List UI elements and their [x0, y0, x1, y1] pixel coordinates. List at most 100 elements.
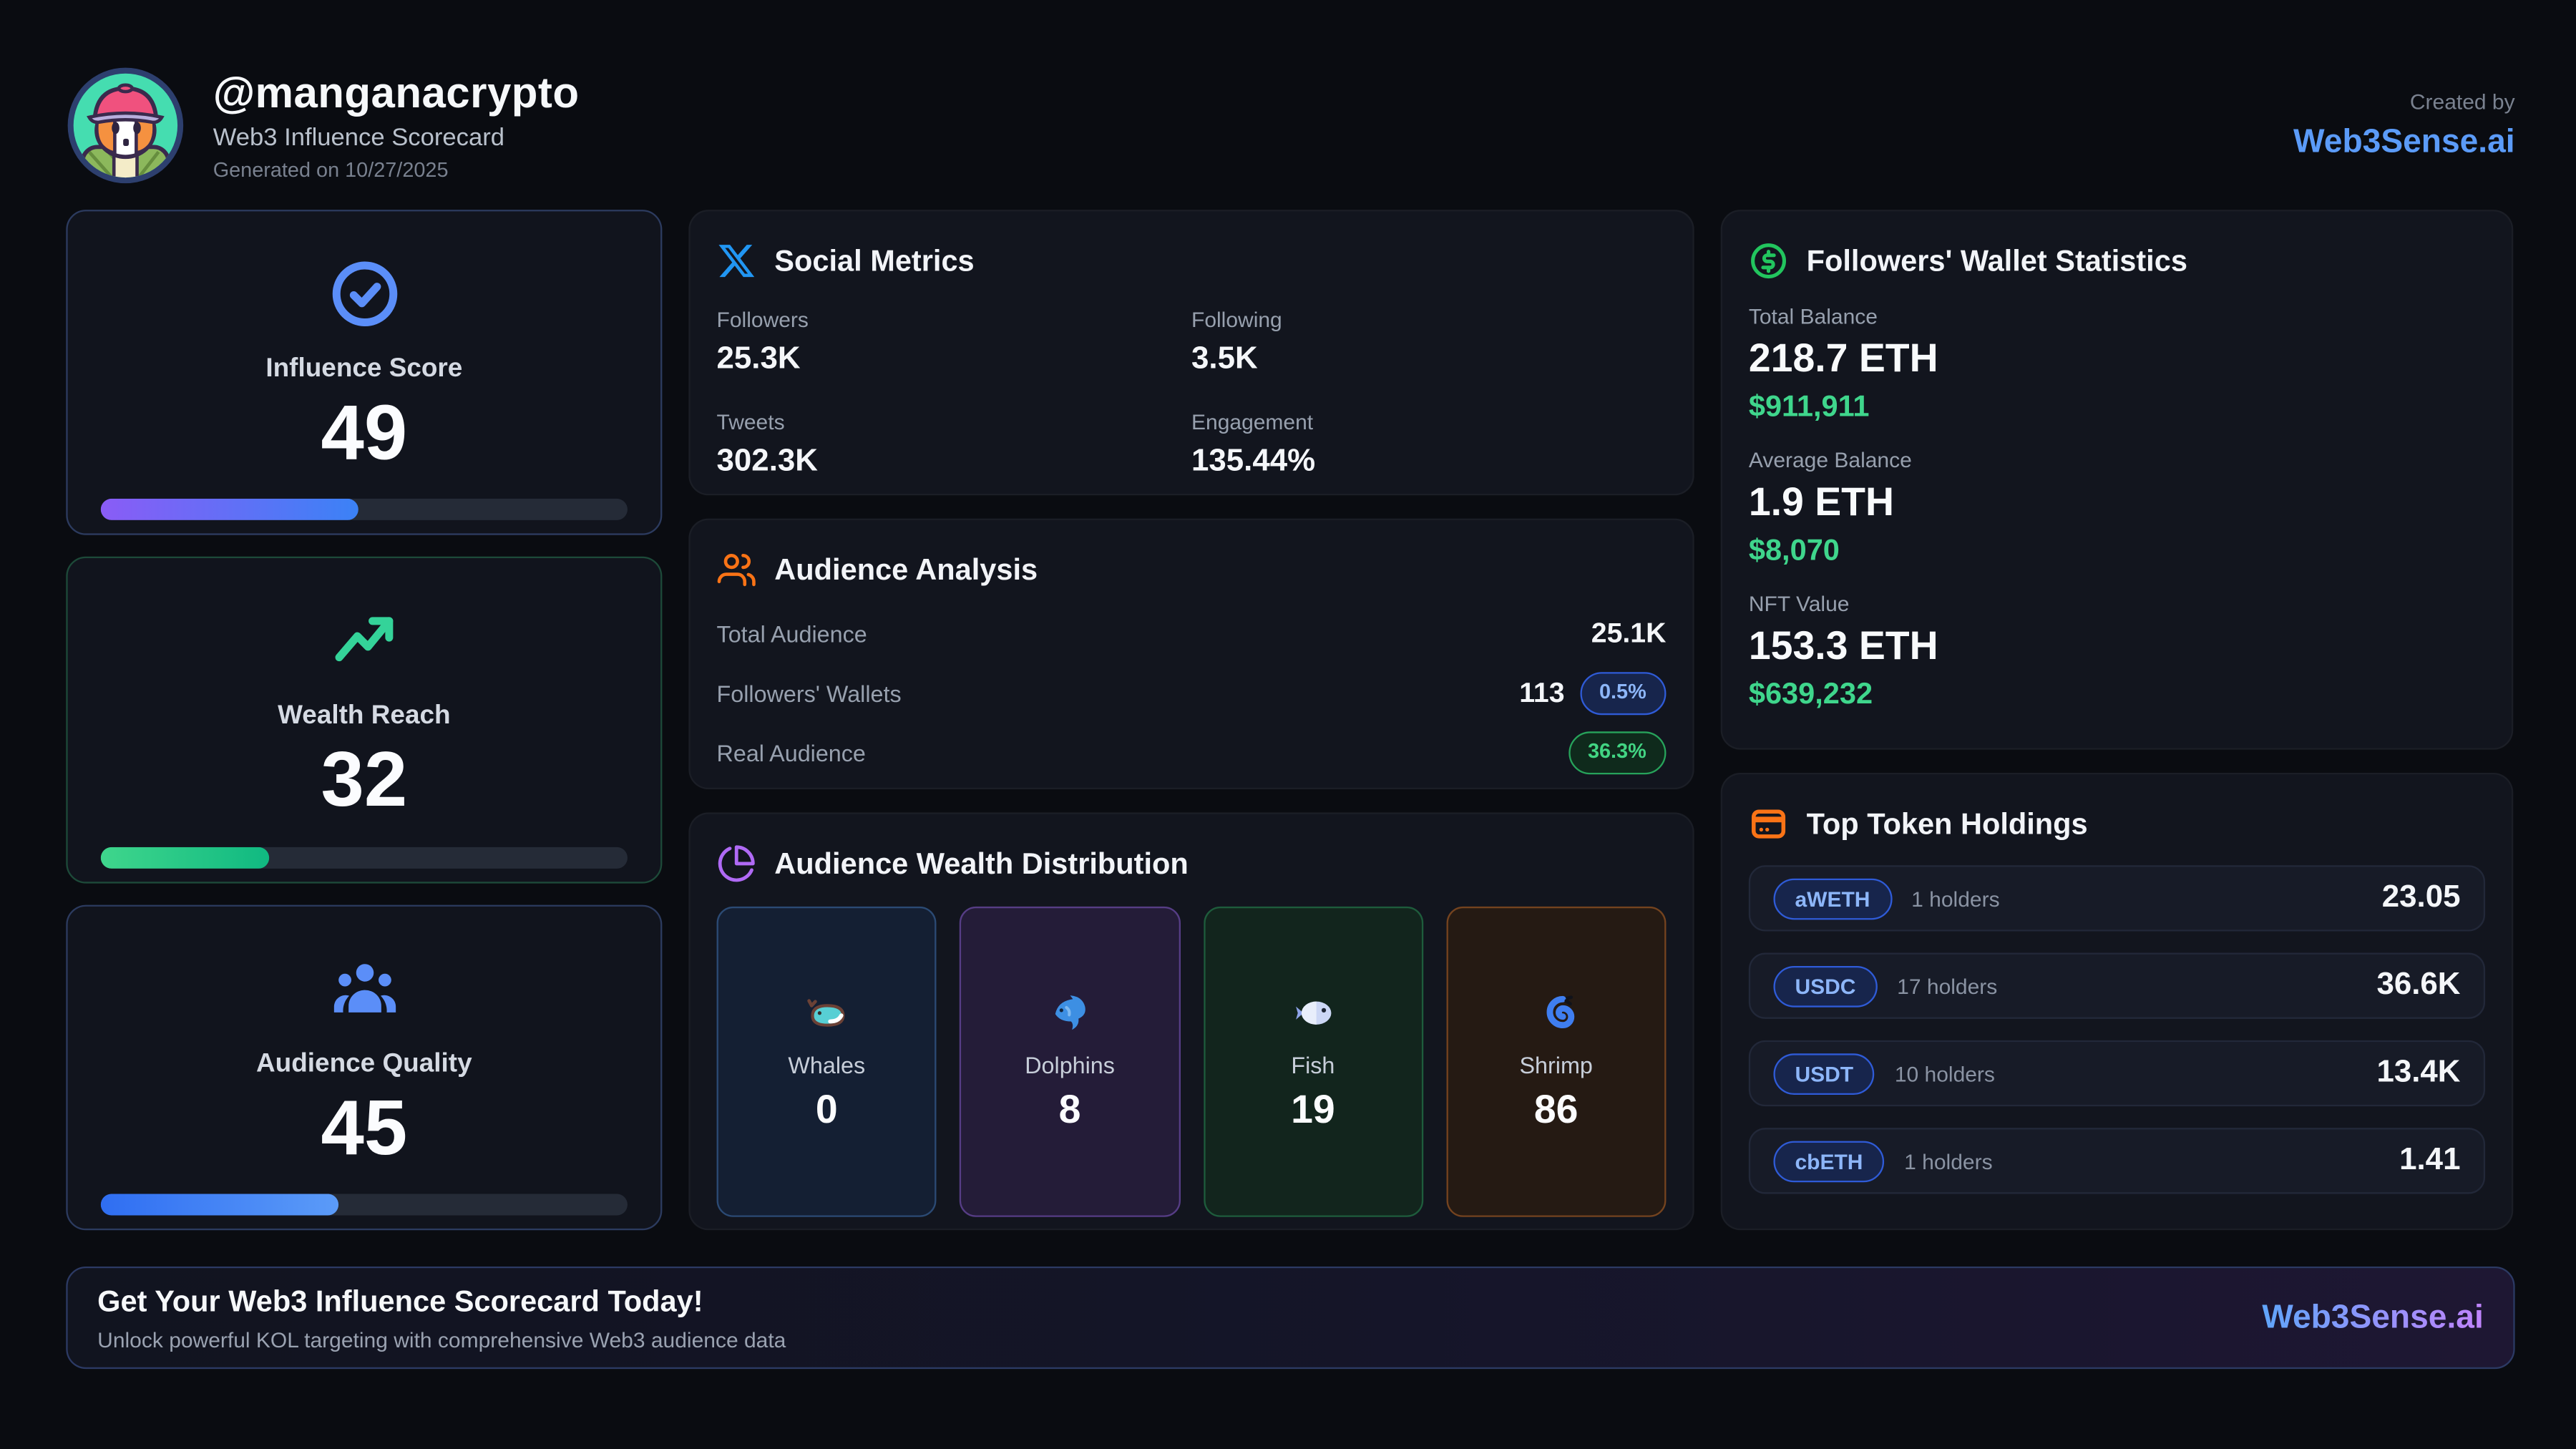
token-row: USDC 17 holders 36.6K [1748, 952, 2486, 1019]
panel-title: Audience Wealth Distribution [774, 846, 1189, 879]
social-metrics-panel: Social Metrics Followers 25.3K Following… [688, 210, 1694, 496]
token-holders: 1 holders [1911, 886, 2000, 911]
footer-brand-link[interactable]: Web3Sense.ai [2262, 1299, 2484, 1337]
score-value: 45 [321, 1083, 408, 1171]
stat-eth-value: 1.9 ETH [1748, 480, 1894, 525]
metric: Engagement 135.44% [1191, 409, 1666, 480]
dolphins-tile: Dolphins 8 [960, 906, 1180, 1217]
panel-title-row: Top Token Holdings [1749, 804, 2485, 844]
token-holders: 17 holders [1897, 973, 1998, 998]
token-symbol-badge: cbETH [1773, 1140, 1885, 1182]
metric-label: Tweets [716, 409, 785, 434]
audience-row: Followers' Wallets 113 0.5% [717, 665, 1667, 721]
progress-fill [100, 499, 359, 521]
main-grid: Influence Score 49 Wealth Reach 32 [66, 210, 2514, 1231]
panel-title: Audience Analysis [774, 552, 1038, 586]
middle-column: Social Metrics Followers 25.3K Following… [688, 210, 1694, 1231]
metric-value: 3.5K [1191, 341, 1258, 377]
created-by-label: Created by [2409, 89, 2515, 114]
header-title-block: @manganacrypto Web3 Influence Scorecard … [213, 70, 580, 181]
stat-label: NFT Value [1748, 591, 1850, 616]
influence-score-card: Influence Score 49 [66, 210, 663, 536]
audience-row: Real Audience 36.3% [717, 725, 1667, 781]
people-group-icon [717, 554, 756, 587]
percentage-badge: 0.5% [1579, 672, 1667, 715]
metric-label: Following [1191, 307, 1282, 332]
stat-label: Total Balance [1748, 303, 1878, 329]
metric-label: Followers [716, 307, 809, 332]
tile-value: 0 [815, 1087, 838, 1132]
header: @manganacrypto Web3 Influence Scorecard … [66, 66, 2515, 185]
score-value: 49 [321, 388, 408, 476]
right-column: Followers' Wallet Statistics Total Balan… [1720, 210, 2514, 1231]
progress-track [100, 499, 628, 521]
stat-usd-value: $639,232 [1748, 677, 1873, 711]
panel-title-row: Social Metrics [717, 241, 1667, 280]
brand-link[interactable]: Web3Sense.ai [2293, 124, 2515, 160]
stat-eth-value: 153.3 ETH [1748, 624, 1938, 669]
score-column: Influence Score 49 Wealth Reach 32 [66, 210, 663, 1231]
progress-fill [100, 1194, 338, 1216]
panel-title: Top Token Holdings [1806, 806, 2088, 840]
progress-track [100, 847, 628, 869]
token-symbol-badge: USDT [1773, 1053, 1875, 1094]
created-by-block: Created by Web3Sense.ai [2293, 89, 2515, 162]
token-amount: 1.41 [2399, 1142, 2461, 1178]
score-label: Influence Score [265, 355, 463, 384]
whales-tile: Whales 0 [716, 906, 937, 1217]
user-handle: @manganacrypto [213, 67, 580, 117]
token-holders: 1 holders [1904, 1148, 1993, 1174]
score-value: 32 [321, 735, 408, 823]
tile-label: Shrimp [1519, 1050, 1593, 1078]
panel-title-row: Audience Wealth Distribution [717, 844, 1667, 883]
avatar [67, 67, 184, 184]
stat-label: Average Balance [1748, 447, 1912, 472]
generated-date: Generated on 10/27/2025 [213, 157, 449, 181]
metric-label: Engagement [1191, 409, 1314, 434]
progress-track [100, 1194, 628, 1216]
tile-value: 8 [1058, 1087, 1081, 1132]
check-circle-icon [331, 261, 397, 327]
row-label: Followers' Wallets [716, 680, 902, 707]
footer-banner: Get Your Web3 Influence Scorecard Today!… [66, 1267, 2515, 1370]
token-holdings-panel: Top Token Holdings aWETH 1 holders 23.05… [1720, 773, 2514, 1231]
wallet-statistics-panel: Followers' Wallet Statistics Total Balan… [1720, 210, 2514, 750]
people-icon [333, 963, 395, 1013]
panel-title-row: Followers' Wallet Statistics [1749, 241, 2485, 280]
token-row: USDT 10 holders 13.4K [1748, 1040, 2486, 1107]
pie-chart-icon [718, 845, 755, 882]
fish-tile: Fish 19 [1203, 906, 1423, 1217]
tile-label: Whales [788, 1050, 866, 1078]
whale-icon [807, 998, 845, 1026]
metric-value: 135.44% [1191, 444, 1316, 479]
metric: Tweets 302.3K [717, 409, 1191, 480]
percentage-badge: 36.3% [1568, 731, 1667, 774]
dollar-circle-icon [1751, 243, 1787, 279]
token-symbol-badge: aWETH [1773, 877, 1892, 919]
token-row: cbETH 1 holders 1.41 [1748, 1128, 2486, 1194]
shrimp-icon [1546, 995, 1574, 1028]
token-amount: 36.6K [2376, 967, 2461, 1002]
dolphin-icon [1055, 994, 1086, 1029]
tile-label: Fish [1291, 1050, 1335, 1078]
panel-title-row: Audience Analysis [717, 550, 1667, 589]
wealth-reach-card: Wealth Reach 32 [66, 557, 663, 883]
audience-analysis-panel: Audience Analysis Total Audience 25.1K F… [688, 518, 1694, 790]
panel-title: Social Metrics [774, 243, 975, 277]
progress-fill [100, 847, 270, 869]
metric: Following 3.5K [1191, 307, 1666, 378]
wallet-section: NFT Value 153.3 ETH $639,232 [1749, 591, 2485, 711]
row-value: 25.1K [1591, 618, 1667, 649]
metric-value: 25.3K [716, 341, 801, 377]
tile-label: Dolphins [1025, 1050, 1115, 1078]
fish-icon [1295, 1000, 1331, 1024]
token-amount: 13.4K [2376, 1055, 2461, 1091]
wealth-tiles: Whales 0 Dolphins 8 [716, 906, 1667, 1217]
metric: Followers 25.3K [717, 307, 1191, 378]
score-label: Wealth Reach [278, 702, 451, 731]
row-label: Total Audience [716, 620, 867, 648]
audience-quality-card: Audience Quality 45 [66, 904, 663, 1231]
trending-up-icon [334, 618, 393, 662]
row-label: Real Audience [716, 739, 866, 766]
